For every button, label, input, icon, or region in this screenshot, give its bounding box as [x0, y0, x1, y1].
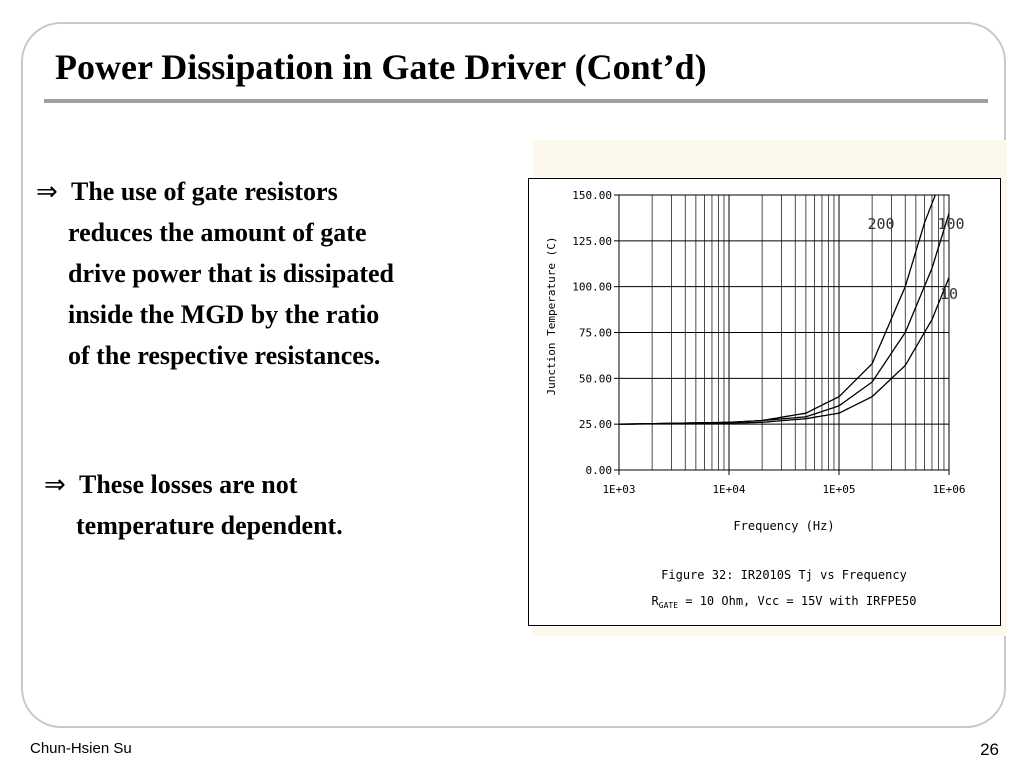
- series-label-200: 200: [867, 215, 894, 233]
- junction-temperature-chart: 0.00 25.00 50.00 75.00 100.00 125.00 150.00 1E+…: [545, 189, 966, 610]
- y-axis-label: Junction Temperature (C): [545, 237, 558, 396]
- caption-r: R: [652, 594, 660, 608]
- bullet-1-line-5: of the respective resistances.: [68, 341, 381, 370]
- x-tick-label: 1E+06: [932, 483, 965, 496]
- bullet-1-line-2: reduces the amount of gate: [68, 218, 367, 247]
- figure-box: 0.00 25.00 50.00 75.00 100.00 125.00 150.00 1E+…: [528, 178, 1001, 626]
- arrow-icon: ⇒: [44, 470, 66, 499]
- arrow-icon: ⇒: [36, 177, 58, 206]
- bullet-1-line-4: inside the MGD by the ratio: [68, 300, 380, 329]
- bullet-1: ⇒ The use of gate resistors reduces the a…: [36, 171, 516, 376]
- bullet-1-line-3: drive power that is dissipated: [68, 259, 394, 288]
- bullet-2-line-1: ⇒ These losses are not: [44, 464, 484, 505]
- bullet-1-line-1: ⇒ The use of gate resistors: [36, 171, 516, 212]
- y-tick-label: 100.00: [572, 281, 612, 294]
- bullet-2-line-2: temperature dependent.: [76, 511, 343, 540]
- y-tick-label: 0.00: [586, 464, 613, 477]
- y-tick-label: 150.00: [572, 189, 612, 202]
- caption-rest: = 10 Ohm, Vcc = 15V with IRFPE50: [678, 594, 916, 608]
- caption-gate-subscript: GATE: [659, 601, 678, 610]
- series-line-10: [618, 277, 950, 425]
- x-tick-label: 1E+04: [712, 483, 745, 496]
- figure-caption-line-2: RGATE = 10 Ohm, Vcc = 15V with IRFPE50: [652, 594, 917, 610]
- footer-author: Chun-Hsien Su: [30, 740, 132, 757]
- page-number: 26: [980, 740, 999, 759]
- bullet-1-text-1: The use of gate resistors: [71, 177, 338, 206]
- y-tick-label: 125.00: [572, 235, 612, 248]
- y-tick-label: 75.00: [579, 327, 612, 340]
- y-tick-label: 50.00: [579, 372, 612, 385]
- bullet-2-text-1: These losses are not: [79, 470, 298, 499]
- series-line-100: [618, 213, 950, 425]
- y-tick-label: 25.00: [579, 418, 612, 431]
- series-label-100: 100: [937, 215, 964, 233]
- x-tick-label: 1E+05: [822, 483, 855, 496]
- bullet-2: ⇒ These losses are not temperature depend…: [44, 464, 484, 546]
- series-label-10: 10: [940, 285, 958, 303]
- figure-caption-line-1: Figure 32: IR2010S Tj vs Frequency: [661, 568, 907, 582]
- x-tick-label: 1E+03: [602, 483, 635, 496]
- slide-title: Power Dissipation in Gate Driver (Cont’d…: [55, 47, 707, 87]
- title-underline: [44, 99, 988, 103]
- x-axis-label: Frequency (Hz): [733, 519, 834, 533]
